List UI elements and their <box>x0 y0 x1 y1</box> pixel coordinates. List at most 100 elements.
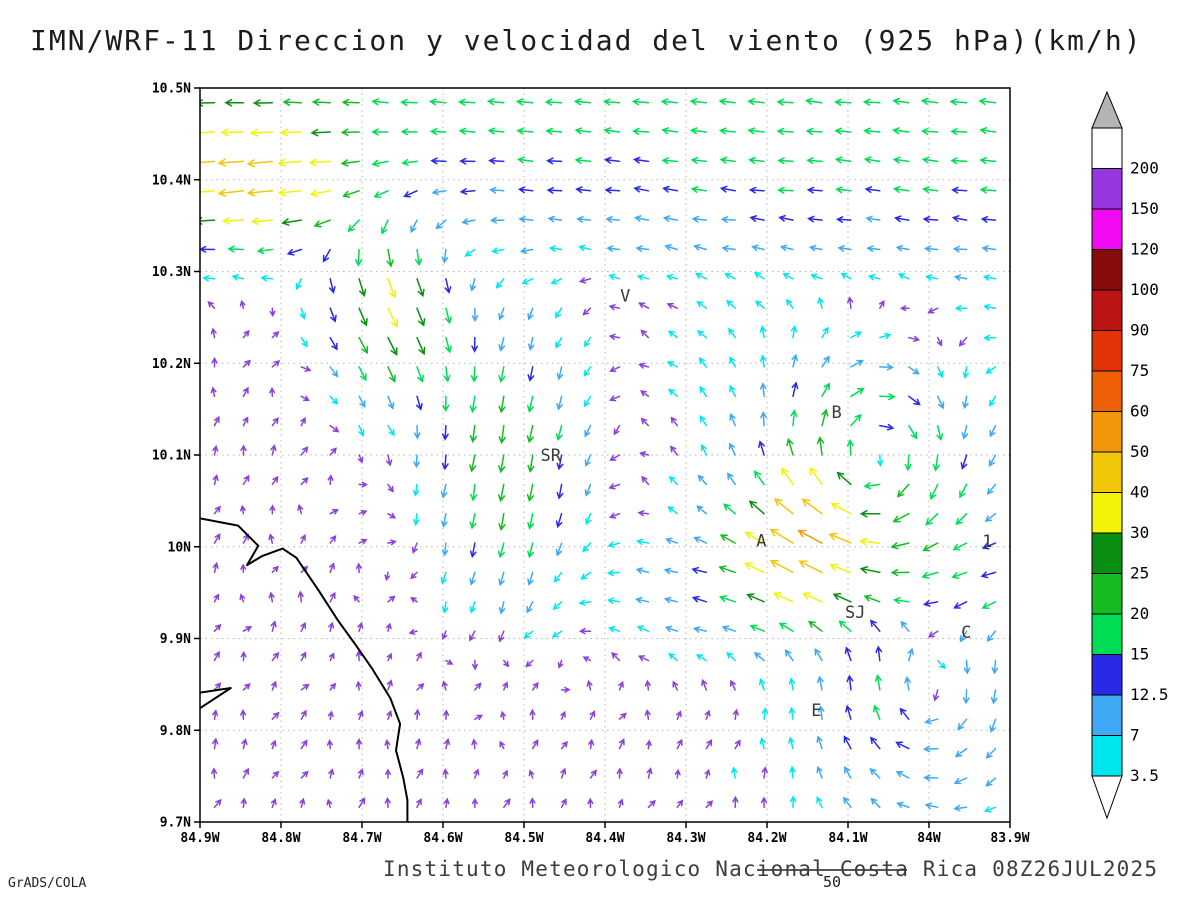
wind-arrow <box>355 649 363 662</box>
wind-arrow <box>550 278 563 285</box>
wind-arrow <box>498 307 505 321</box>
wind-arrow <box>414 708 421 720</box>
wind-arrow <box>210 327 217 339</box>
x-axis-label: 84.8W <box>261 831 300 846</box>
wind-arrow <box>875 645 883 662</box>
wind-arrow <box>830 502 852 515</box>
wind-arrow <box>556 454 564 471</box>
wind-arrow <box>527 571 534 586</box>
wind-arrow <box>227 245 245 253</box>
wind-arrow <box>660 98 679 106</box>
wind-arrow <box>371 98 389 106</box>
wind-arrow <box>387 595 396 603</box>
wind-arrow <box>268 533 275 544</box>
wind-arrow <box>297 503 304 515</box>
wind-arrow <box>846 438 854 456</box>
colorbar-band <box>1091 735 1123 777</box>
wind-arrow <box>922 215 939 223</box>
wind-arrow <box>636 274 650 281</box>
wind-arrow <box>329 682 337 691</box>
wind-arrow <box>242 767 249 779</box>
wind-arrow <box>644 708 651 720</box>
wind-arrow <box>869 619 881 632</box>
wind-arrow <box>384 768 392 779</box>
wind-arrow <box>662 215 679 223</box>
wind-arrow <box>300 336 308 348</box>
wind-arrow <box>587 797 594 809</box>
wind-arrow <box>726 651 736 662</box>
wind-arrow <box>829 563 852 574</box>
wind-arrow <box>922 600 939 607</box>
wind-arrow <box>981 542 997 550</box>
grads-credit: GrADS/COLA <box>8 876 87 891</box>
wind-arrow <box>729 679 736 691</box>
wind-arrow <box>609 454 621 461</box>
wind-arrow <box>772 592 794 603</box>
wind-arrow <box>416 651 422 662</box>
wind-arrow <box>645 739 652 750</box>
wind-arrow <box>748 500 765 515</box>
wind-arrow <box>618 738 625 750</box>
colorbar-label: 15 <box>1130 645 1149 664</box>
wind-arrow <box>308 158 331 167</box>
wind-arrow <box>586 679 593 691</box>
wind-arrow <box>340 128 360 136</box>
wind-arrow <box>816 436 825 456</box>
wind-arrow <box>527 512 535 530</box>
wind-arrow <box>663 596 679 604</box>
wind-arrow <box>498 395 506 414</box>
wind-arrow <box>986 630 997 643</box>
wind-arrow <box>897 273 910 280</box>
wind-arrow <box>300 477 309 486</box>
wind-arrow <box>758 678 766 691</box>
y-axis-label: 10.2N <box>152 357 191 372</box>
x-axis-label: 84.5W <box>504 831 543 846</box>
wind-arrow <box>416 768 424 779</box>
wind-arrow <box>497 483 506 503</box>
wind-arrow <box>729 384 736 398</box>
wind-arrow <box>692 244 708 251</box>
wind-arrow <box>668 388 679 398</box>
wind-arrow <box>734 739 741 750</box>
wind-arrow <box>300 709 307 720</box>
wind-arrow <box>611 651 621 662</box>
station-label-c: C <box>961 623 971 643</box>
wind-arrow <box>802 592 823 603</box>
wind-arrow <box>340 159 360 167</box>
wind-arrow <box>863 594 881 603</box>
wind-arrow <box>690 186 708 194</box>
colorbar-band <box>1091 208 1123 250</box>
wind-arrow <box>444 307 452 325</box>
wind-arrow <box>922 186 939 194</box>
colorbar-band <box>1091 330 1123 372</box>
wind-arrow <box>979 156 997 165</box>
wind-arrow <box>220 128 245 137</box>
wind-arrow <box>469 278 477 292</box>
wind-arrow <box>908 366 920 375</box>
colorbar-label: 40 <box>1130 483 1149 502</box>
colorbar-label: 25 <box>1130 564 1149 583</box>
wind-arrow <box>719 185 736 193</box>
wind-arrow <box>949 98 968 106</box>
wind-arrow <box>895 741 910 750</box>
wind-arrow <box>575 186 592 194</box>
wind-arrow <box>200 217 216 225</box>
wind-arrow <box>271 770 280 779</box>
colorbar-band <box>1091 249 1123 291</box>
wind-arrow <box>699 415 708 427</box>
wind-arrow <box>271 711 280 720</box>
wind-arrow <box>729 412 736 427</box>
wind-arrow <box>410 571 418 580</box>
wind-arrow <box>892 97 910 105</box>
wind-arrow <box>531 739 539 750</box>
wind-arrow <box>892 512 910 523</box>
wind-arrow <box>781 467 794 486</box>
wind-arrow <box>647 799 656 809</box>
wind-arrow <box>989 718 997 734</box>
wind-arrow <box>213 533 221 544</box>
wind-arrow <box>983 334 997 342</box>
wind-arrow <box>529 797 536 809</box>
colorbar-band <box>1091 492 1123 534</box>
wind-arrow <box>878 299 885 309</box>
wind-arrow <box>789 765 796 779</box>
